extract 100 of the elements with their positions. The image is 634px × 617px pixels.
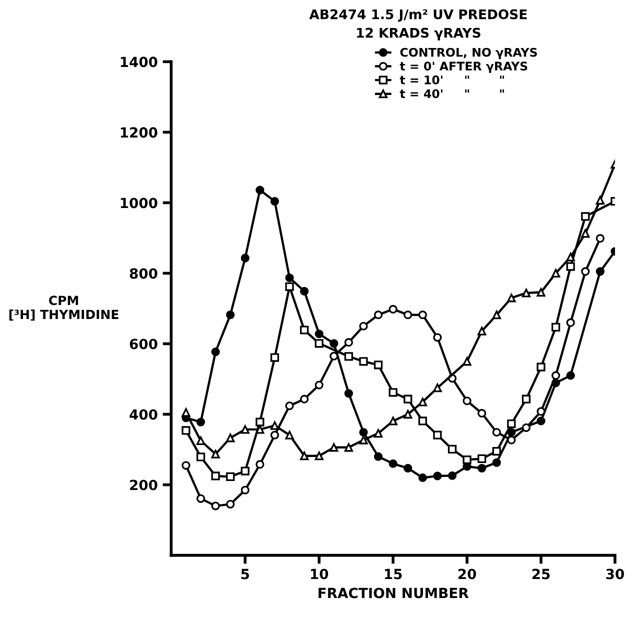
point <box>211 450 220 458</box>
point <box>359 436 368 444</box>
x-tick-label: 30 <box>606 568 624 580</box>
point <box>418 398 427 406</box>
point <box>314 380 324 390</box>
point <box>256 418 264 426</box>
point <box>522 394 531 404</box>
point <box>433 430 442 440</box>
legend-label: t = 10' " " <box>400 75 504 84</box>
y-tick-label: 1200 <box>120 127 158 138</box>
point <box>196 494 206 503</box>
point <box>462 357 472 366</box>
point <box>270 353 280 362</box>
x-tick-label: 20 <box>458 568 476 580</box>
point <box>344 443 354 452</box>
point <box>596 267 604 276</box>
point <box>344 338 354 347</box>
x-tick-label: 25 <box>532 568 550 580</box>
point <box>196 436 206 446</box>
point <box>240 466 250 476</box>
point <box>596 196 604 205</box>
point <box>344 352 354 361</box>
point <box>404 394 412 404</box>
point <box>478 464 486 473</box>
point <box>300 286 309 296</box>
point <box>285 430 294 440</box>
point <box>388 416 398 426</box>
point <box>285 274 294 282</box>
point <box>182 461 190 470</box>
point <box>418 416 427 426</box>
point <box>359 428 368 437</box>
point <box>359 322 368 330</box>
point <box>492 458 501 467</box>
point <box>240 486 250 494</box>
point <box>581 212 590 221</box>
point <box>552 268 560 278</box>
y-tick-label: 600 <box>130 338 158 350</box>
point <box>240 254 250 262</box>
point <box>182 408 190 417</box>
point <box>330 339 338 348</box>
point <box>566 371 575 380</box>
point <box>330 443 338 452</box>
y-tick-label: 400 <box>130 409 158 420</box>
point <box>374 360 383 370</box>
point <box>285 282 294 291</box>
legend-label: t = 0' AFTER γRAYS <box>400 62 528 73</box>
point <box>478 454 486 464</box>
point <box>433 472 442 480</box>
x-tick-label: 5 <box>241 568 250 580</box>
x-tick-label: 10 <box>311 568 328 580</box>
point <box>344 389 354 398</box>
point <box>270 421 280 430</box>
point <box>433 384 442 392</box>
point <box>462 455 472 464</box>
x-axis-title: FRACTION NUMBER <box>318 588 469 598</box>
point <box>314 452 324 460</box>
point <box>226 434 235 442</box>
point <box>270 430 280 440</box>
point <box>388 304 398 314</box>
point <box>478 408 486 418</box>
point <box>226 500 235 508</box>
point <box>374 310 383 320</box>
point <box>256 186 264 194</box>
point <box>404 464 412 473</box>
point <box>256 460 264 469</box>
point <box>507 419 516 428</box>
y-tick-label: 800 <box>130 268 158 279</box>
point <box>566 318 575 327</box>
point <box>492 310 501 320</box>
point <box>196 452 206 462</box>
point <box>388 388 398 397</box>
point <box>404 410 412 419</box>
point <box>552 322 560 332</box>
point <box>507 436 516 444</box>
chart-subtitle: 12 KRADS γRAYS <box>357 28 480 40</box>
point <box>211 472 220 480</box>
point <box>226 472 235 481</box>
legend-label: CONTROL, NO γRAYS <box>400 48 537 60</box>
point <box>552 371 560 380</box>
x-tick-label: 15 <box>384 568 402 580</box>
point <box>536 288 546 297</box>
point <box>522 288 531 298</box>
point <box>240 425 250 434</box>
point <box>418 310 427 320</box>
point <box>314 339 324 348</box>
point <box>536 416 546 426</box>
y-axis-title: CPM [³H] THYMIDINE <box>9 296 118 321</box>
y-tick-label: 1000 <box>120 198 158 208</box>
point <box>300 394 309 404</box>
point <box>270 197 280 206</box>
point <box>404 310 412 320</box>
point <box>211 348 220 356</box>
chart-title: AB2474 1.5 J/m² UV PREDOSE <box>309 9 527 22</box>
point <box>388 459 398 468</box>
y-tick-label: 200 <box>130 480 158 490</box>
point <box>359 357 368 366</box>
point <box>300 326 309 334</box>
point <box>374 429 383 438</box>
point <box>522 423 531 432</box>
point <box>478 326 486 336</box>
